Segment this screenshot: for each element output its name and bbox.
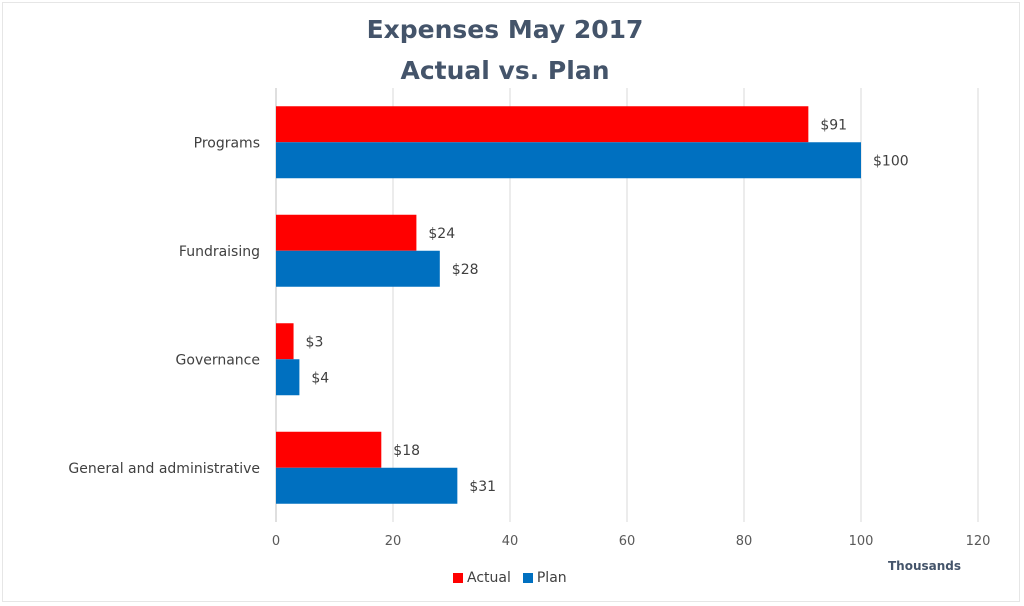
data-label: $28 [452,262,479,278]
bar-plan [276,359,300,396]
data-label: $18 [393,443,420,459]
x-tick-label: 20 [385,534,402,549]
legend-item-plan: Plan [522,570,567,586]
category-label: Programs [194,135,260,151]
legend-item-actual: Actual [453,570,511,586]
bar-plan [276,467,458,504]
category-label: Governance [176,352,260,368]
category-label: General and administrative [68,461,260,477]
chart-subtitle: Actual vs. Plan [400,56,610,85]
data-label: $91 [820,117,847,133]
data-label: $3 [306,334,324,350]
legend-swatch-plan [522,573,533,583]
x-tick-label: 0 [272,534,280,549]
data-label: $4 [311,370,329,386]
x-tick-label: 100 [849,534,874,549]
data-label: $24 [428,226,455,242]
x-tick-label: 40 [502,534,519,549]
legend-label-actual: Actual [467,570,511,586]
bar-actual [276,214,417,251]
chart-title: Expenses May 2017 [366,15,644,44]
x-tick-label: 80 [736,534,753,549]
bar-actual [276,106,809,143]
bar-plan [276,250,440,287]
unit-label: Thousands [888,559,962,573]
legend-label-plan: Plan [536,570,567,586]
data-label: $31 [469,479,496,495]
x-tick-label: 120 [966,534,991,549]
bar-plan [276,142,861,179]
category-label: Fundraising [179,244,260,260]
legend-swatch-actual [453,573,463,583]
legend: Actual Plan [453,570,579,586]
x-tick-label: 60 [619,534,636,549]
data-label: $100 [873,153,909,169]
bar-actual [276,323,294,360]
bar-actual [276,431,382,468]
